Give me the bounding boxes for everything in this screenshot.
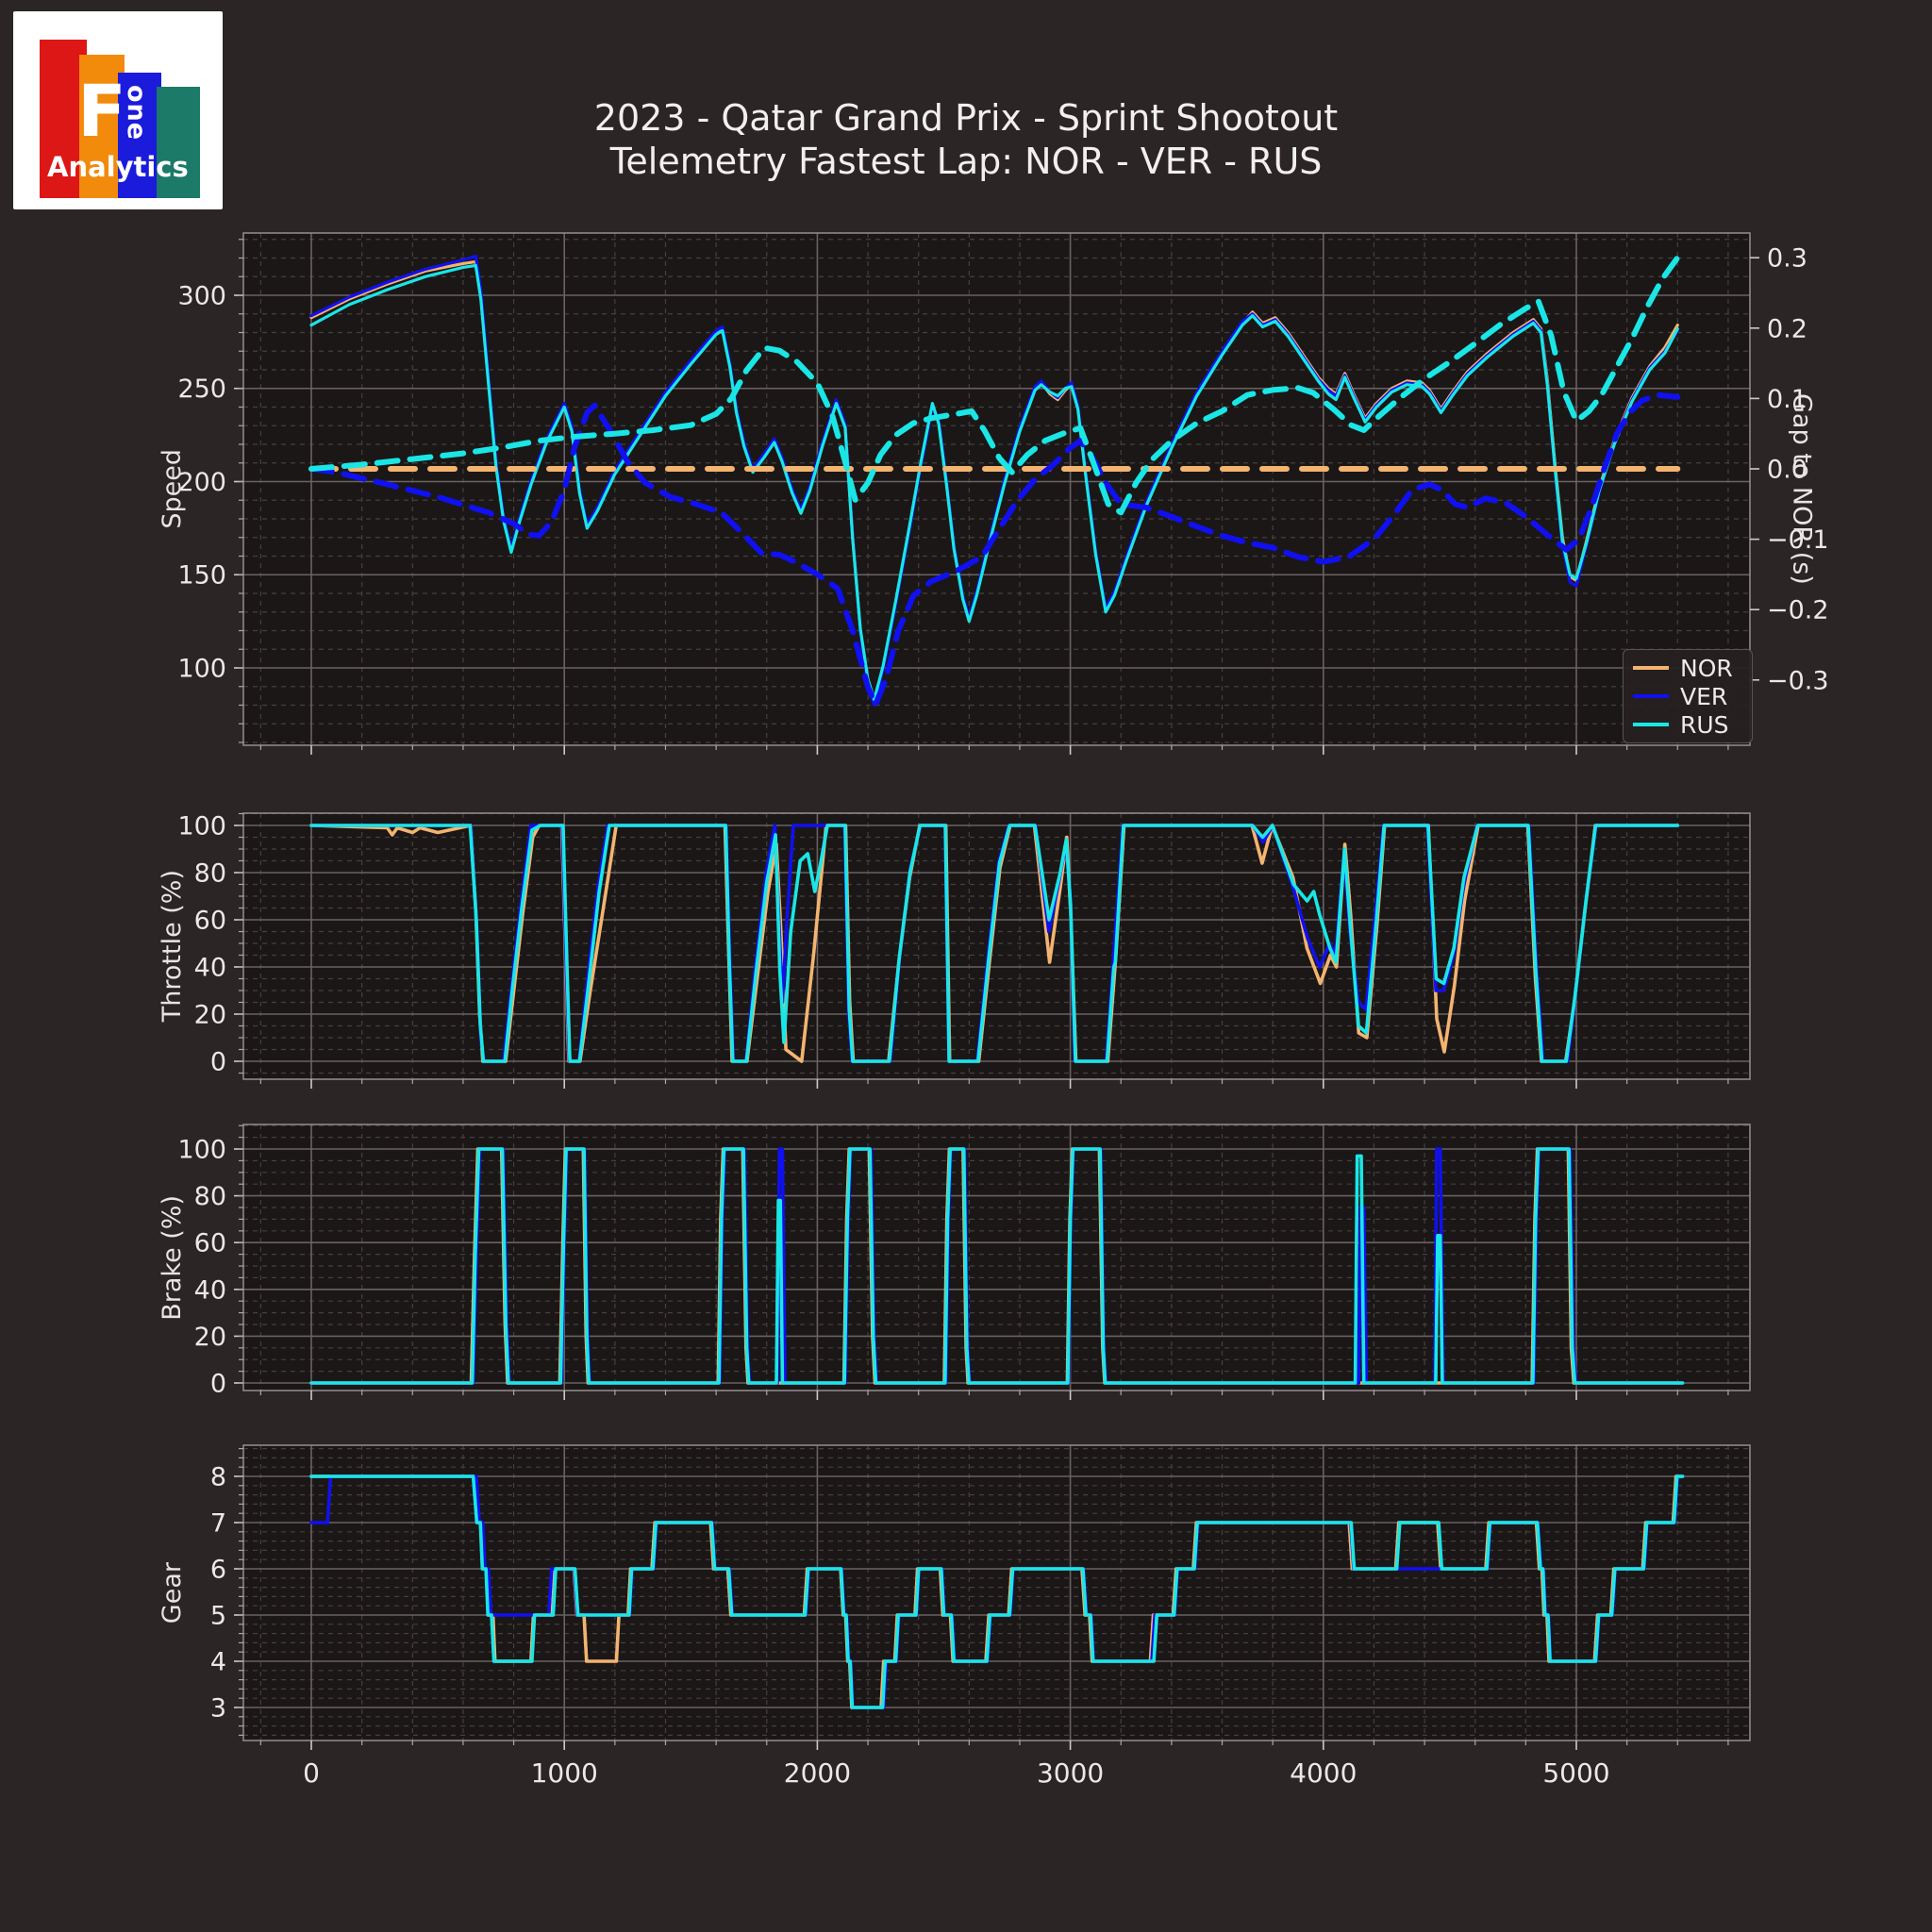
brake-ytick: 60 (194, 1229, 226, 1258)
legend-item-rus: RUS (1633, 711, 1742, 739)
distance-xtick: 5000 (1542, 1757, 1609, 1789)
gear-line-RUS (309, 1474, 1685, 1709)
rus-line-sample (1633, 723, 1669, 726)
brake-ytick: 0 (210, 1369, 226, 1398)
brake-line-RUS (309, 1147, 1685, 1385)
brake-ytick: 20 (194, 1323, 226, 1352)
gear-ytick: 5 (210, 1601, 226, 1630)
logo-letter-f: F (77, 69, 126, 153)
ver-line-sample (1633, 694, 1669, 698)
throttle-panel: 100 80 60 40 20 0 (177, 811, 1751, 1089)
gear-ytick: 3 (210, 1693, 226, 1723)
distance-xtick: 0 (303, 1757, 320, 1789)
brake-ytick: 80 (194, 1182, 226, 1211)
speed-ytick: 100 (177, 654, 226, 683)
title-line-2: Telemetry Fastest Lap: NOR - VER - RUS (609, 141, 1323, 182)
throttle-ytick: 100 (177, 811, 226, 841)
gear-ytick: 6 (210, 1555, 226, 1584)
logo-bar-red (40, 40, 87, 198)
gap-ytick: −0.1 (1767, 525, 1829, 555)
gear-axis-label: Gear (157, 1561, 187, 1624)
logo-word-one: one (122, 85, 151, 142)
throttle-ytick: 60 (194, 906, 226, 935)
speed-line-VER (308, 391, 1681, 708)
distance-xtick: 3000 (1037, 1757, 1104, 1789)
throttle-ytick: 20 (194, 1000, 226, 1029)
legend-item-ver: VER (1633, 683, 1742, 710)
speed-line-RUS (308, 255, 1681, 516)
gap-ytick: 0.0 (1767, 455, 1807, 484)
legend-label-ver: VER (1680, 682, 1728, 710)
speed-axis-label: Speed (157, 449, 187, 529)
gap-ytick: 0.3 (1767, 244, 1807, 274)
throttle-ytick: 80 (194, 858, 226, 888)
speed-ytick: 150 (177, 561, 226, 591)
gap-ytick: 0.1 (1767, 385, 1807, 414)
title-line-1: 2023 - Qatar Grand Prix - Sprint Shootou… (593, 97, 1339, 139)
speed-ytick: 300 (177, 281, 226, 310)
gap-axis-label: Gap to NOR (s) (1787, 393, 1817, 585)
brake-ytick: 100 (177, 1135, 226, 1164)
figure-title: 2023 - Qatar Grand Prix - Sprint Shootou… (0, 96, 1932, 183)
speed-line-RUS (309, 263, 1679, 702)
brake-ytick: 40 (194, 1275, 226, 1305)
throttle-ytick: 0 (210, 1047, 226, 1076)
logo-bar-teal (157, 87, 200, 198)
legend-label-rus: RUS (1680, 710, 1729, 739)
speed-ytick: 250 (177, 375, 226, 404)
legend: NOR VER RUS (1623, 649, 1753, 743)
gear-ytick: 4 (210, 1647, 226, 1676)
gear-ytick: 7 (210, 1508, 226, 1538)
logo-bar-orange (79, 55, 125, 198)
gear-panel: 8 7 6 5 4 3 0 1000 2000 3000 4000 5000 (210, 1444, 1751, 1789)
gap-ytick: −0.3 (1767, 666, 1829, 695)
brake-panel: 100 80 60 40 20 0 (177, 1124, 1751, 1400)
distance-xtick: 4000 (1290, 1757, 1357, 1789)
brake-axis-label: Brake (%) (157, 1194, 187, 1321)
throttle-axis-label: Throttle (%) (157, 870, 187, 1023)
gear-ytick: 8 (210, 1462, 226, 1491)
throttle-ytick: 40 (194, 953, 226, 982)
distance-xtick: 1000 (531, 1757, 598, 1789)
throttle-line-RUS (309, 824, 1680, 1063)
speed-panel: 300 250 200 150 100 0.3 0.2 0.1 0.0 −0.1 −0.2 −0.3 (177, 232, 1829, 755)
legend-item-nor: NOR (1633, 655, 1742, 682)
f1-analytics-logo: F one Analytics (13, 11, 223, 209)
nor-line-sample (1633, 666, 1669, 670)
logo-word-analytics: Analytics (47, 151, 189, 183)
legend-label-nor: NOR (1680, 654, 1733, 682)
logo-bar-blue (118, 73, 161, 198)
speed-ytick: 200 (177, 468, 226, 497)
distance-xtick: 2000 (784, 1757, 851, 1789)
gap-ytick: −0.2 (1767, 596, 1829, 625)
gap-ytick: 0.2 (1767, 314, 1807, 343)
